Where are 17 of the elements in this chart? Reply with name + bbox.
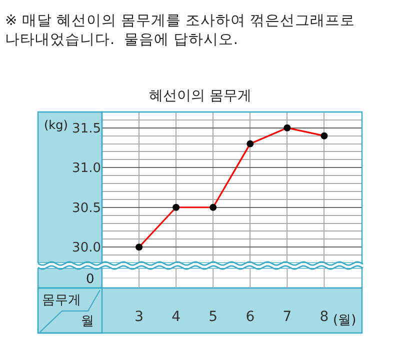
- x-tick-label: 4: [172, 309, 181, 325]
- y-tick-label: 30.5: [72, 200, 101, 216]
- chart-title: 혜선이의 몸무게: [149, 88, 252, 104]
- x-tick-label: 8: [320, 309, 329, 325]
- y-tick-label: 31.0: [72, 161, 101, 176]
- x-tick-label: 7: [282, 309, 292, 325]
- text: 몸무게: [42, 293, 81, 308]
- text: ※ 매달 혜선이의 몸무게를 조사하여 꺾은선그래프로 나타내었습니다. 물음에 답하시오.: [5, 13, 356, 48]
- y-tick-label: 30.0: [72, 240, 101, 256]
- text: 월: [81, 314, 94, 329]
- x-tick-label: 3: [134, 309, 144, 325]
- y-tick-label: 31.5: [72, 121, 101, 136]
- x-tick-label: 5: [208, 309, 218, 325]
- x-axis-title: (월): [333, 313, 356, 328]
- y-axis-title: (kg): [44, 118, 68, 132]
- x-tick-label: 6: [246, 309, 255, 325]
- text: 0: [86, 272, 94, 287]
